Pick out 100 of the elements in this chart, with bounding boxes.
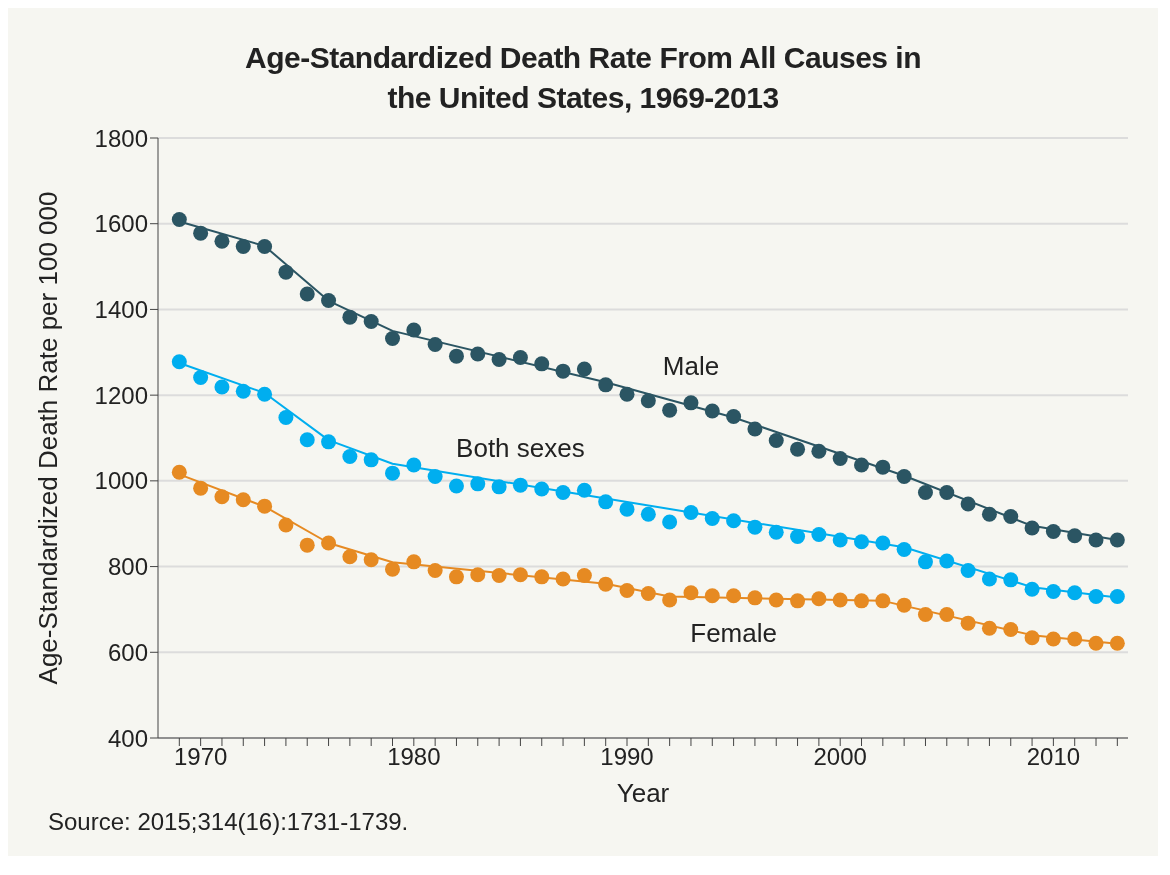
point xyxy=(257,498,273,514)
point xyxy=(1045,523,1061,539)
point xyxy=(576,361,592,377)
point xyxy=(854,534,870,550)
point xyxy=(321,292,337,308)
point xyxy=(427,469,443,485)
point xyxy=(832,592,848,608)
point xyxy=(1109,589,1125,605)
point xyxy=(981,506,997,522)
y-tick-label: 1000 xyxy=(94,467,148,495)
point xyxy=(726,409,742,425)
point xyxy=(960,496,976,512)
point xyxy=(726,588,742,604)
point xyxy=(555,363,571,379)
point xyxy=(875,593,891,609)
series-label: Female xyxy=(690,617,777,648)
point xyxy=(832,451,848,467)
point xyxy=(704,511,720,527)
point xyxy=(235,238,251,254)
point xyxy=(214,233,230,249)
point xyxy=(406,322,422,338)
point xyxy=(470,346,486,362)
point xyxy=(1067,585,1083,601)
point xyxy=(598,576,614,592)
point xyxy=(342,448,358,464)
point xyxy=(981,620,997,636)
point xyxy=(427,562,443,578)
point xyxy=(1003,572,1019,588)
point xyxy=(512,349,528,365)
point xyxy=(790,593,806,609)
point xyxy=(662,514,678,530)
point xyxy=(576,482,592,498)
point xyxy=(406,554,422,570)
point xyxy=(470,567,486,583)
point xyxy=(768,433,784,449)
point xyxy=(321,535,337,551)
point xyxy=(1045,631,1061,647)
point xyxy=(598,377,614,393)
point xyxy=(448,348,464,364)
point xyxy=(235,492,251,508)
point xyxy=(896,469,912,485)
point xyxy=(1109,635,1125,651)
x-tick-label: 2010 xyxy=(1026,743,1081,771)
point xyxy=(278,517,294,533)
point xyxy=(363,452,379,468)
point xyxy=(683,395,699,411)
point xyxy=(619,583,635,599)
point xyxy=(704,588,720,604)
point xyxy=(704,403,720,419)
point xyxy=(960,562,976,578)
point xyxy=(299,286,315,302)
point xyxy=(363,313,379,329)
point xyxy=(875,535,891,551)
point xyxy=(726,513,742,529)
point xyxy=(214,489,230,505)
point xyxy=(1088,589,1104,605)
point xyxy=(1003,622,1019,638)
point xyxy=(854,593,870,609)
point xyxy=(747,519,763,535)
point xyxy=(598,494,614,510)
point xyxy=(683,505,699,521)
point xyxy=(491,479,507,495)
point xyxy=(854,457,870,473)
point xyxy=(342,309,358,325)
point xyxy=(1109,532,1125,548)
point xyxy=(747,421,763,437)
point xyxy=(917,607,933,623)
point xyxy=(683,585,699,601)
point xyxy=(1088,635,1104,651)
point xyxy=(790,529,806,545)
point xyxy=(448,569,464,585)
point xyxy=(342,549,358,565)
y-tick-label: 1600 xyxy=(94,210,148,238)
point xyxy=(1088,532,1104,548)
point xyxy=(896,541,912,557)
point xyxy=(747,590,763,606)
point xyxy=(1024,520,1040,536)
point xyxy=(619,501,635,517)
x-axis-title: Year xyxy=(616,778,670,808)
point xyxy=(640,506,656,522)
point xyxy=(832,532,848,548)
y-tick-label: 1400 xyxy=(94,295,148,323)
point xyxy=(299,432,315,448)
point xyxy=(385,331,401,347)
point xyxy=(257,386,273,402)
point xyxy=(491,352,507,368)
point xyxy=(491,568,507,584)
y-tick-label: 600 xyxy=(107,638,148,666)
point xyxy=(619,386,635,402)
point xyxy=(768,592,784,608)
y-tick-label: 400 xyxy=(107,724,148,752)
point xyxy=(640,586,656,602)
point xyxy=(917,554,933,570)
point xyxy=(534,356,550,372)
point xyxy=(1024,630,1040,646)
x-tick-label: 1970 xyxy=(173,743,228,771)
point xyxy=(555,571,571,587)
point xyxy=(1067,631,1083,647)
point xyxy=(576,568,592,584)
point xyxy=(768,524,784,540)
